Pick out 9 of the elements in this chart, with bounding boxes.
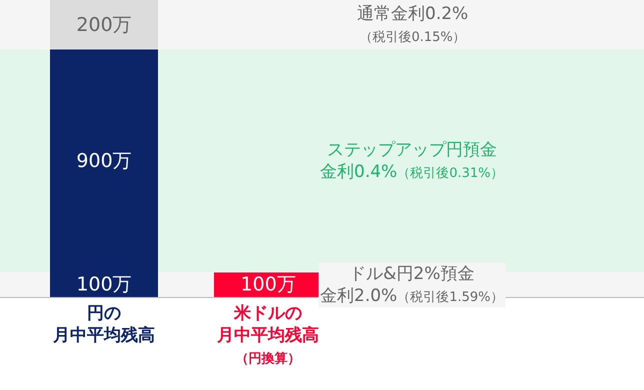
band-label: ドル&円2%預金金利2.0%（税引後1.59%）: [320, 264, 504, 306]
x-tick-label: 円の月中平均残高: [52, 303, 156, 346]
data-label: 100万: [240, 274, 296, 296]
band-label: 通常金利0.2%（税引後0.15%）: [357, 4, 468, 46]
data-label: 100万: [76, 274, 132, 296]
data-label: 200万: [76, 14, 132, 36]
x-tick-label: 米ドルの月中平均残高（円換算）: [216, 303, 320, 367]
data-label: 900万: [76, 150, 132, 172]
band-label: ステップアップ円預金金利0.4%（税引後0.31%）: [320, 140, 504, 182]
